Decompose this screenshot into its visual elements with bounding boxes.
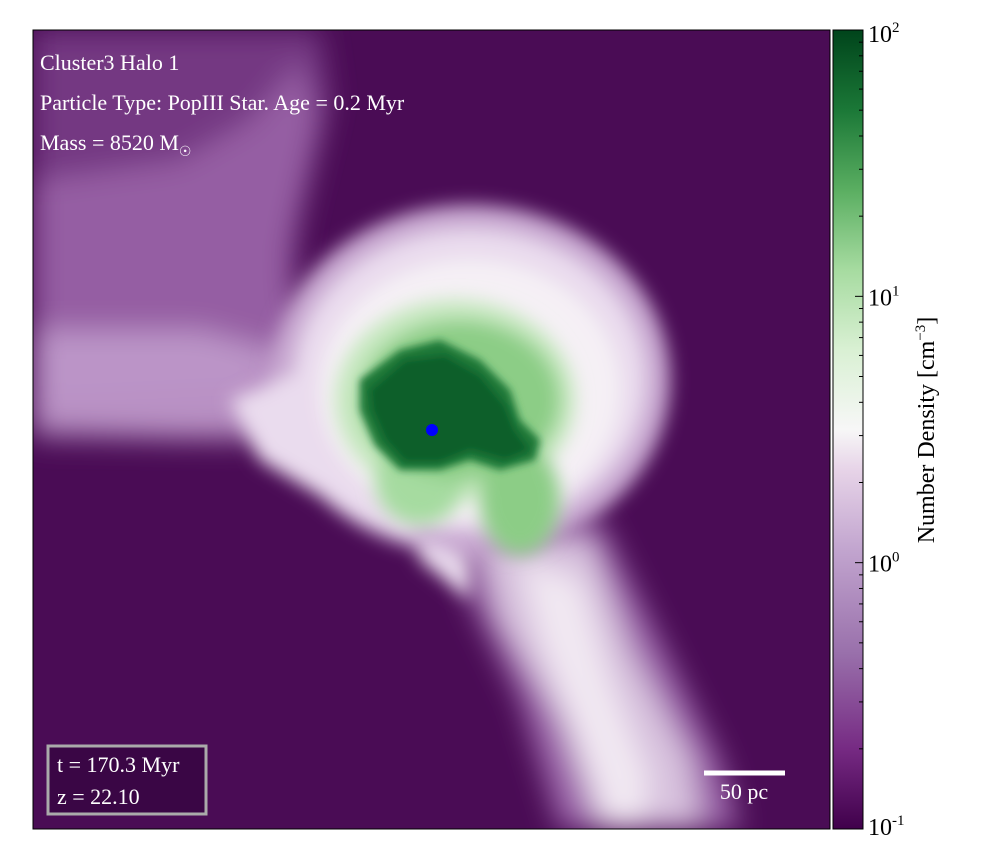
star-particle-marker [426,424,438,436]
time-box [46,744,208,816]
redshift-label: z = 22.10 [57,784,140,809]
scale-bar-label: 50 pc [720,779,769,804]
colorbar-label-text: Number Density [cm [914,340,940,543]
colorbar-label: Number Density [cm−3] [913,317,940,544]
colorbar-tick-label: 100 [868,550,900,578]
time-label: t = 170.3 Myr [57,752,180,777]
diffuse-filament [33,30,330,440]
halo-title: Cluster3 Halo 1 [40,50,179,75]
colorbar-label-suffix: ] [914,317,940,325]
solar-symbol: ☉ [179,145,192,160]
mass-text: Mass = 8520 M [40,130,179,155]
colorbar [833,30,863,829]
colorbar-frame [832,29,864,830]
filament-tail [450,520,740,829]
dense-core [360,340,540,470]
colorbar-tick-label: 10-1 [868,813,905,841]
colorbar-label-exponent: −3 [913,325,929,341]
particle-info: Particle Type: PopIII Star. Age = 0.2 My… [40,90,405,115]
colorbar-ticks: 102 101 100 10-1 [855,20,905,841]
plot-frame [32,29,831,830]
density-map [33,30,830,829]
mass-info: Mass = 8520 M☉ [40,130,191,160]
colorbar-tick-label: 101 [868,283,900,311]
colorbar-tick-label: 102 [868,20,900,48]
